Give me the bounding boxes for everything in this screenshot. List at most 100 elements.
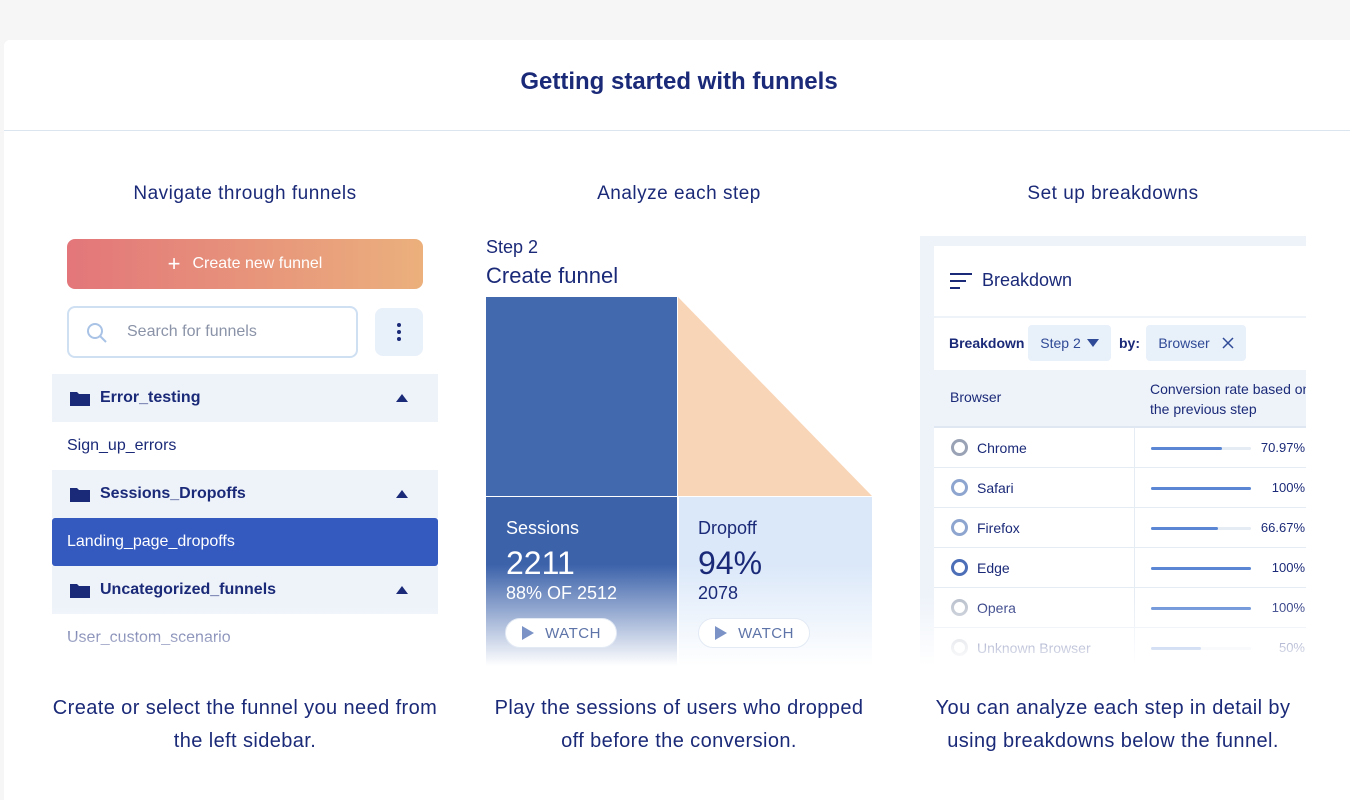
search-icon xyxy=(87,323,107,343)
folder-row[interactable]: Sessions_Dropoffs xyxy=(52,470,438,518)
divider xyxy=(4,130,1350,131)
folder-row[interactable]: Uncategorized_funnels xyxy=(52,566,438,614)
funnel-row[interactable]: Landing_page_dropoffs xyxy=(52,518,438,566)
browser-name: Chrome xyxy=(977,440,1027,456)
step-name: Create funnel xyxy=(486,263,619,288)
watch-button[interactable]: WATCH xyxy=(698,618,810,648)
sessions-box: Sessions 2211 88% OF 2512 WATCH xyxy=(486,497,677,666)
breakdown-title: Breakdown xyxy=(982,270,1073,290)
browser-name: Safari xyxy=(977,480,1014,496)
breakdown-row: Unknown Browser 50% xyxy=(934,628,1306,666)
folder-icon xyxy=(70,584,90,598)
funnel-graphic xyxy=(486,297,872,496)
close-icon[interactable] xyxy=(1222,337,1234,349)
collapse-icon[interactable] xyxy=(396,586,408,594)
browser-icon xyxy=(951,559,968,576)
sessions-label: Sessions xyxy=(506,518,580,538)
step-select[interactable]: Step 2 xyxy=(1028,325,1111,361)
folder-icon xyxy=(70,488,90,502)
step-select-label: Step 2 xyxy=(1040,335,1081,351)
menu-button[interactable] xyxy=(375,308,423,356)
browser-icon xyxy=(951,519,968,536)
sessions-bar xyxy=(486,297,677,496)
rate-bar xyxy=(1151,647,1201,650)
cell-divider xyxy=(1134,628,1135,666)
column-heading: Analyze each step xyxy=(597,183,761,204)
folder-icon xyxy=(70,392,90,406)
breakdown-row: Edge 100% xyxy=(934,548,1306,588)
funnel-row[interactable]: Sign_up_errors xyxy=(52,422,438,470)
breakdown-header: Breakdown xyxy=(934,246,1306,316)
watch-button[interactable]: WATCH xyxy=(505,618,617,648)
step-label: Step 2 xyxy=(486,237,539,257)
browser-icon xyxy=(951,599,968,616)
browser-name: Opera xyxy=(977,600,1016,616)
rate-label: 100% xyxy=(1271,480,1305,495)
dropoff-label: Dropoff xyxy=(698,518,757,538)
breakdown-preview: Breakdown Breakdown Step 2 by: Browser B… xyxy=(920,236,1306,666)
filter-label: Breakdown xyxy=(949,335,1025,351)
sidebar-preview: + Create new funnel Search for funnels Er… xyxy=(52,236,438,666)
collapse-icon[interactable] xyxy=(396,490,408,498)
rate-bar xyxy=(1151,527,1218,530)
by-label: by: xyxy=(1119,335,1140,351)
browser-name: Firefox xyxy=(977,520,1020,536)
dropoff-value: 94% xyxy=(698,545,763,581)
column-header: Conversion rate based on the previous st… xyxy=(1150,381,1306,417)
browser-name: Unknown Browser xyxy=(977,640,1091,656)
breakdown-table: Chrome 70.97% Safari 100% Firefox 66.67% Edge 1… xyxy=(934,426,1306,666)
column-header: Browser xyxy=(950,389,1002,405)
watch-label: WATCH xyxy=(738,624,794,642)
caret-icon xyxy=(1086,339,1099,347)
cell-divider xyxy=(1134,428,1135,468)
rate-label: 70.97% xyxy=(1260,440,1305,455)
cell-divider xyxy=(1134,468,1135,508)
play-icon xyxy=(522,626,535,640)
column-caption: You can analyze each step in detail by u… xyxy=(935,697,1291,752)
breakdown-row: Opera 100% xyxy=(934,588,1306,628)
play-icon xyxy=(715,626,728,640)
collapse-icon[interactable] xyxy=(396,394,408,402)
search-box[interactable]: Search for funnels xyxy=(67,306,358,358)
funnel-preview: Step 2 Create funnel Sessions 2211 88% O… xyxy=(486,236,872,666)
dropoff-detail: 2078 xyxy=(698,583,739,603)
cell-divider xyxy=(1134,508,1135,548)
column-caption: Play the sessions of users who dropped o… xyxy=(494,697,864,752)
cell-divider xyxy=(1134,588,1135,628)
rate-bar xyxy=(1151,487,1251,490)
folder-name: Uncategorized_funnels xyxy=(100,581,277,598)
breakdown-row: Firefox 66.67% xyxy=(934,508,1306,548)
search-placeholder: Search for funnels xyxy=(127,323,257,340)
create-label: Create new funnel xyxy=(192,255,323,272)
by-chip-label: Browser xyxy=(1158,335,1210,351)
by-chip[interactable]: Browser xyxy=(1146,325,1246,361)
funnel-name: Sign_up_errors xyxy=(67,437,177,454)
folder-row[interactable]: Error_testing xyxy=(52,374,438,422)
rate-label: 50% xyxy=(1278,640,1305,655)
rate-label: 66.67% xyxy=(1260,520,1305,535)
folder-name: Error_testing xyxy=(100,389,201,406)
dropoff-box: Dropoff 94% 2078 WATCH xyxy=(679,497,872,666)
browser-icon xyxy=(951,479,968,496)
dots-icon xyxy=(397,323,401,341)
folder-name: Sessions_Dropoffs xyxy=(100,485,246,502)
funnel-name: Landing_page_dropoffs xyxy=(67,533,235,550)
cell-divider xyxy=(1134,548,1135,588)
rate-label: 100% xyxy=(1271,600,1305,615)
browser-icon xyxy=(951,639,968,656)
dropoff-area xyxy=(678,297,872,496)
column-heading: Set up breakdowns xyxy=(1027,183,1199,204)
funnel-row[interactable]: User_custom_scenario xyxy=(52,614,438,662)
column-caption: Create or select the funnel you need fro… xyxy=(52,697,438,752)
funnel-name: User_custom_scenario xyxy=(67,629,231,646)
browser-icon xyxy=(951,439,968,456)
breakdown-icon xyxy=(950,273,972,289)
rate-bar xyxy=(1151,567,1251,570)
create-button[interactable]: + Create new funnel xyxy=(67,239,423,289)
page-title: Getting started with funnels xyxy=(520,68,838,95)
breakdown-filter: Breakdown Step 2 by: Browser xyxy=(934,318,1306,370)
rate-bar xyxy=(1151,447,1222,450)
sessions-value: 2211 xyxy=(506,545,575,581)
breakdown-row: Chrome 70.97% xyxy=(934,428,1306,468)
